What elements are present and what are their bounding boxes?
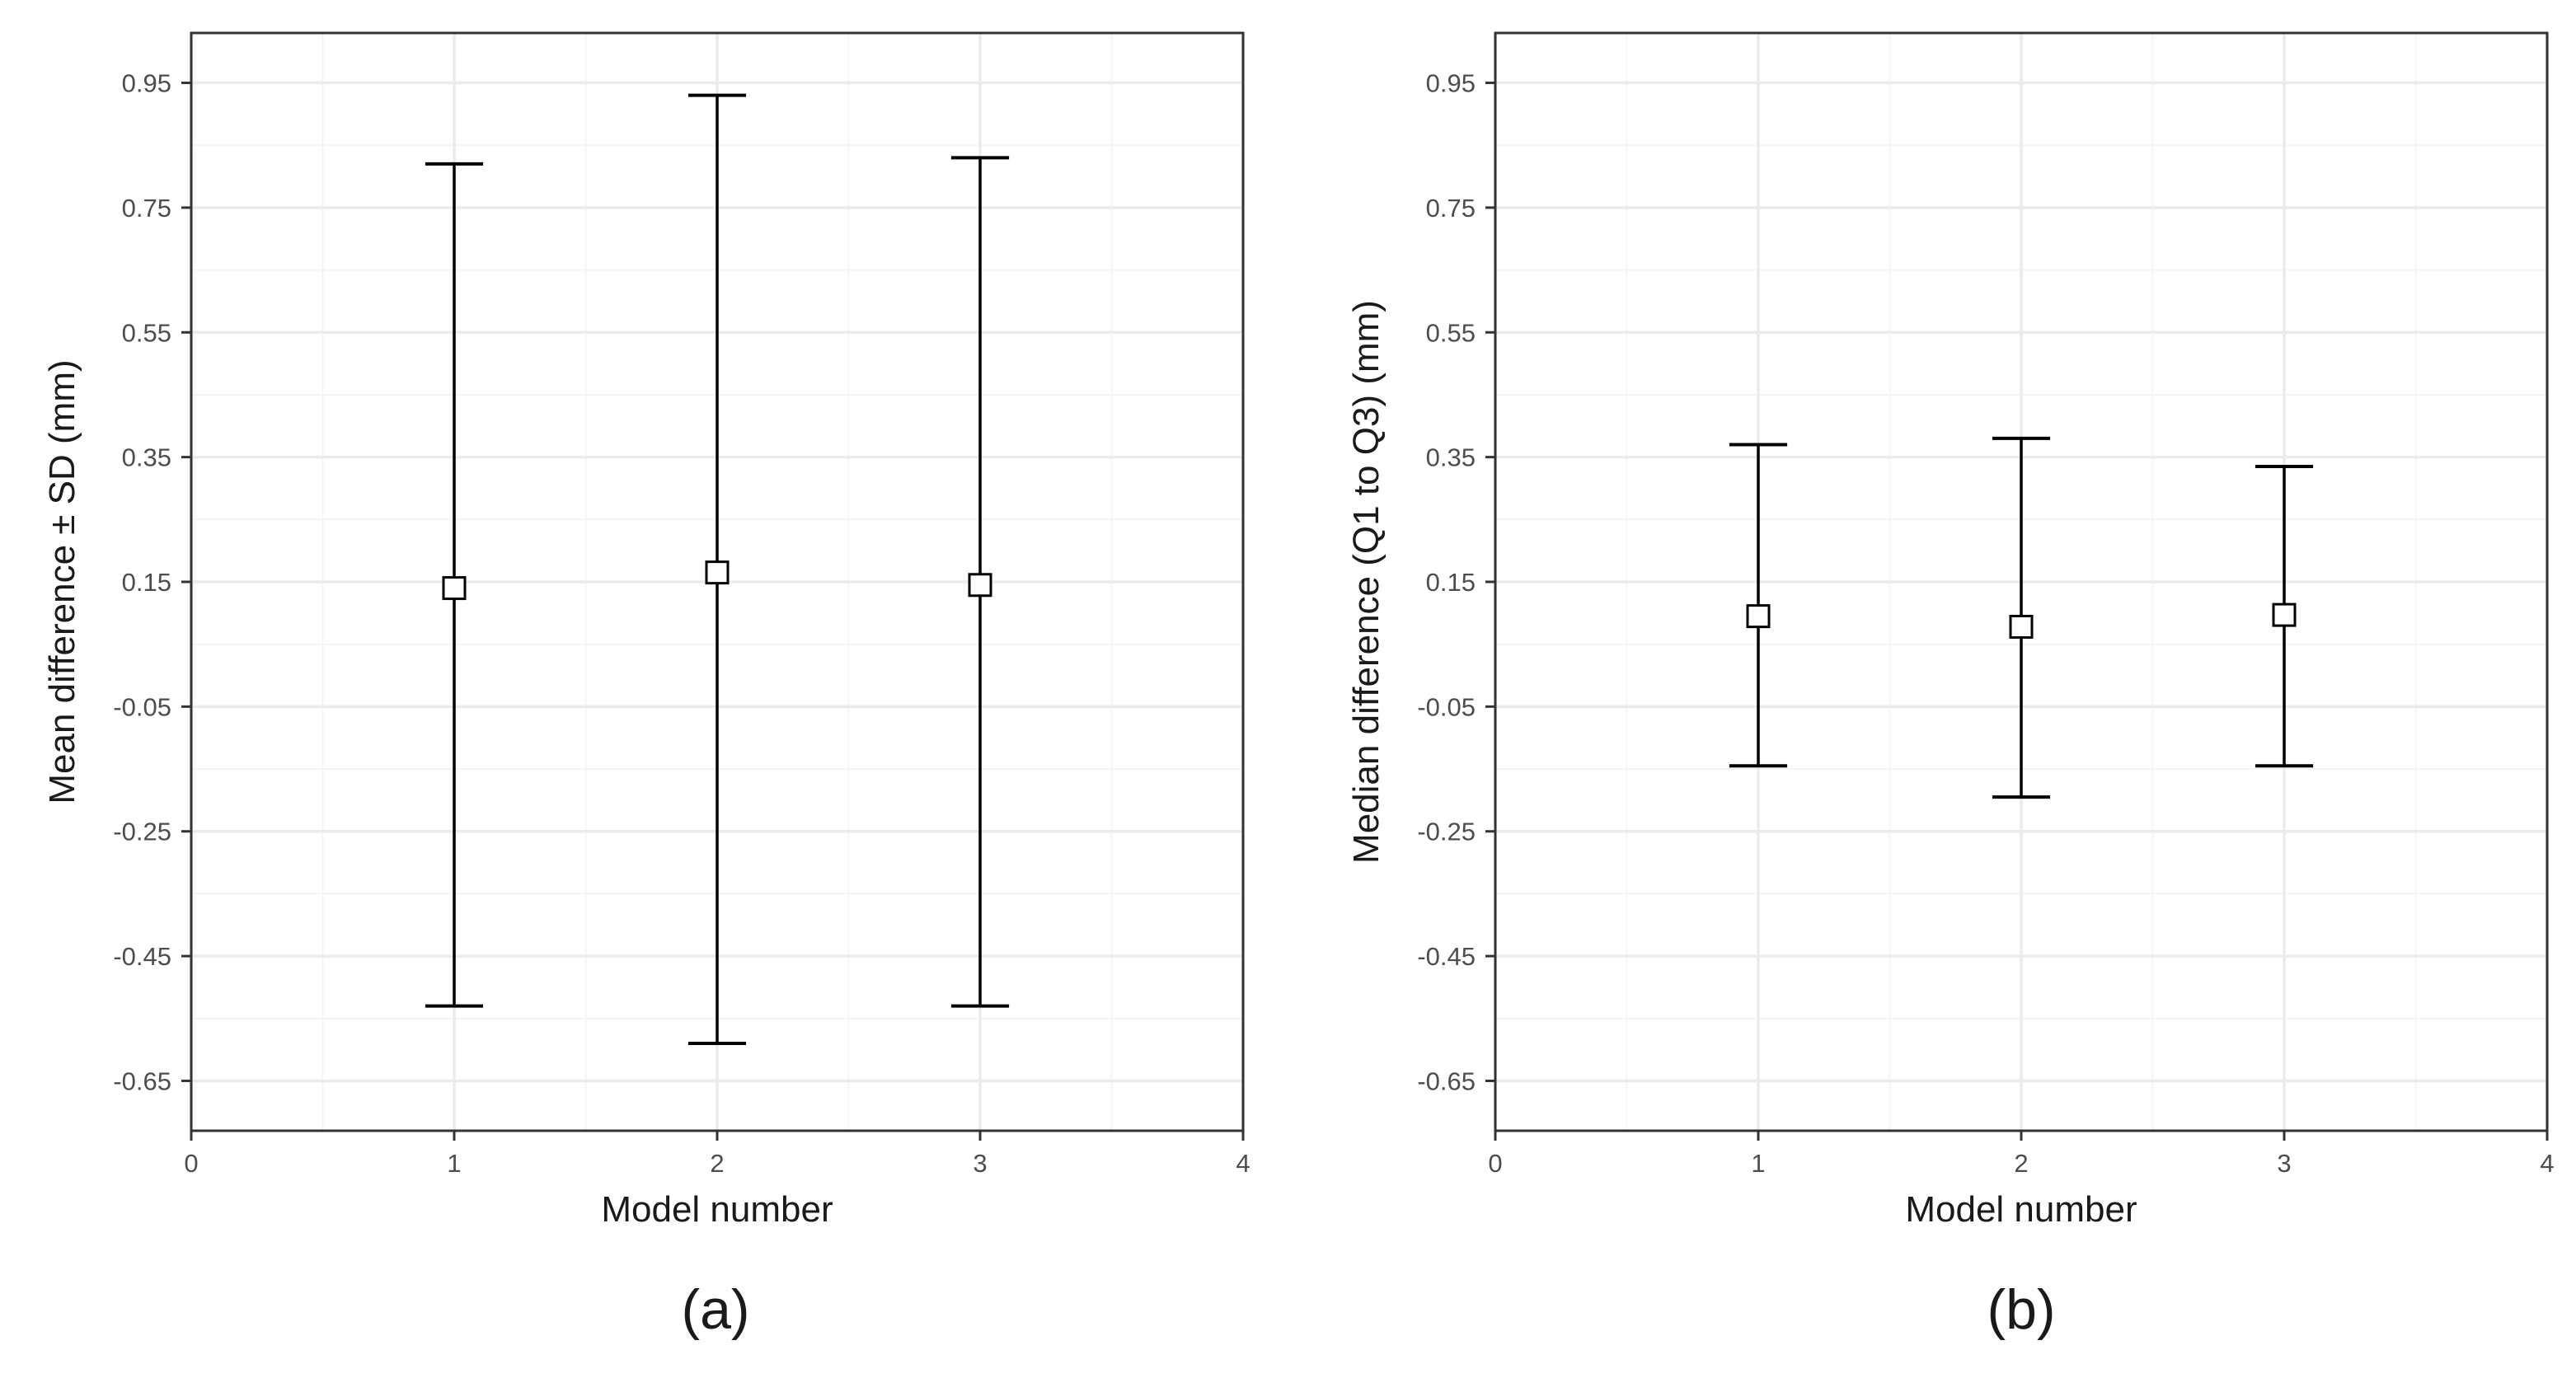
panel-b-errorbars — [1729, 436, 2314, 799]
x-tick-label: 0 — [184, 1149, 198, 1178]
y-tick-label: -0.05 — [113, 692, 171, 721]
x-tick-label: 2 — [2014, 1149, 2028, 1178]
errorbar-model-2 — [687, 93, 747, 1046]
panel-a-x-axis-title: Model number — [601, 1189, 833, 1230]
panel-a-label: (a) — [681, 1278, 749, 1341]
y-tick-label: 0.35 — [122, 443, 171, 472]
center-marker — [2009, 614, 2034, 639]
x-tick-label: 1 — [447, 1149, 461, 1178]
errorbar-model-1 — [1729, 443, 1788, 768]
y-tick-label: 0.55 — [122, 318, 171, 347]
x-tick-label: 3 — [973, 1149, 987, 1178]
panel-b-x-ticks: 0 1 2 3 4 — [1488, 1131, 2555, 1178]
y-tick-label: 0.15 — [122, 568, 171, 597]
x-tick-label: 2 — [710, 1149, 724, 1178]
y-tick-label: 0.75 — [1426, 194, 1476, 223]
panel-a-y-ticks: 0.95 0.75 0.55 0.35 0.15 -0.05 -0.25 -0.45 -0.65 — [113, 69, 191, 1095]
errorbar-model-3 — [950, 156, 1010, 1008]
panel-a-y-axis-title: Mean difference ± SD (mm) — [42, 359, 82, 804]
x-tick-label: 4 — [2540, 1149, 2554, 1178]
x-tick-label: 4 — [1236, 1149, 1250, 1178]
center-marker — [2272, 602, 2297, 627]
y-tick-label: 0.15 — [1426, 568, 1476, 597]
y-tick-label: -0.65 — [1417, 1066, 1476, 1095]
x-tick-label: 1 — [1751, 1149, 1765, 1178]
panel-b-y-axis-title: Median difference (Q1 to Q3) (mm) — [1346, 300, 1387, 864]
x-tick-label: 0 — [1488, 1149, 1502, 1178]
y-tick-label: -0.45 — [113, 942, 171, 971]
x-tick-label: 3 — [2277, 1149, 2291, 1178]
y-tick-label: -0.05 — [1417, 692, 1476, 721]
y-tick-label: 0.95 — [122, 69, 171, 98]
y-tick-label: -0.45 — [1417, 942, 1476, 971]
panel-a-x-ticks: 0 1 2 3 4 — [184, 1131, 1250, 1178]
center-marker — [705, 560, 730, 585]
y-tick-label: 0.35 — [1426, 443, 1476, 472]
y-tick-label: 0.95 — [1426, 69, 1476, 98]
panel-b-y-ticks: 0.95 0.75 0.55 0.35 0.15 -0.05 -0.25 -0.45 -0.65 — [1417, 69, 1495, 1095]
panel-b: 0 1 2 3 4 0.95 0.75 0.55 0.35 0.15 -0.05 -0.25 -0.4… — [1346, 31, 2555, 1341]
y-tick-label: 0.55 — [1426, 318, 1476, 347]
center-marker — [1746, 604, 1771, 629]
y-tick-label: 0.75 — [122, 194, 171, 223]
panel-b-x-axis-title: Model number — [1905, 1189, 2137, 1230]
errorbar-model-3 — [2255, 464, 2314, 768]
center-marker — [442, 576, 467, 601]
errorbar-model-1 — [425, 162, 484, 1008]
errorbar-model-2 — [1992, 436, 2051, 799]
panel-a: 0 1 2 3 4 0.95 0.75 0.55 0.35 0.15 -0.05 -0.25 -0.4… — [42, 31, 1250, 1341]
panel-b-label: (b) — [1987, 1278, 2055, 1341]
y-tick-label: -0.25 — [113, 818, 171, 846]
y-tick-label: -0.25 — [1417, 818, 1476, 846]
panel-a-errorbars — [425, 93, 1010, 1046]
y-tick-label: -0.65 — [113, 1066, 171, 1095]
center-marker — [968, 573, 992, 598]
